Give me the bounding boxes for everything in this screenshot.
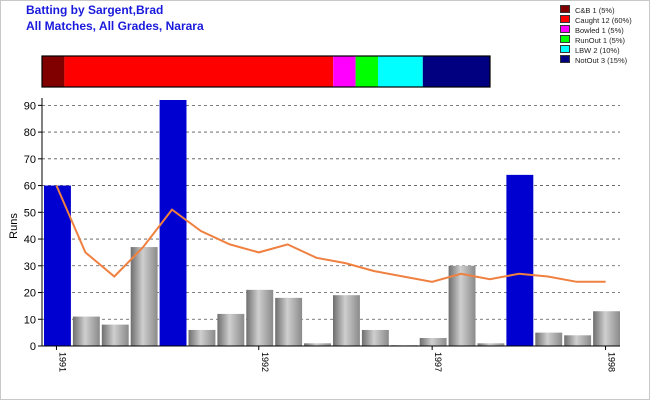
- bar-out: [217, 313, 245, 346]
- bar-out: [477, 343, 505, 346]
- y-tick-label: 70: [24, 154, 36, 166]
- legend-label: Bowled 1 (5%): [575, 26, 624, 35]
- y-tick-label: 10: [24, 314, 36, 326]
- bar-out: [188, 329, 216, 346]
- legend-item-caught: Caught 12 (60%): [560, 15, 632, 25]
- legend-item-cb: C&B 1 (5%): [560, 5, 632, 15]
- dismissal-segment-notout: [422, 56, 490, 87]
- x-axis: 1991 1992 1997 1998: [42, 345, 620, 372]
- x-tick-label: 1997: [433, 352, 443, 372]
- y-tick-label: 40: [24, 234, 36, 246]
- chart-title: Batting by Sargent,Brad: [26, 3, 164, 17]
- y-tick-label: 90: [24, 100, 36, 112]
- bar-out: [448, 265, 476, 346]
- dismissal-bar-border: [41, 55, 491, 88]
- y-tick-label: 50: [24, 207, 36, 219]
- y-axis: 0 10 20 30 40 50 60 70 80 90: [24, 98, 43, 353]
- y-tick-label: 0: [30, 341, 36, 353]
- legend-item-bowled: Bowled 1 (5%): [560, 25, 632, 35]
- legend-swatch: [560, 35, 570, 43]
- bar-out: [564, 335, 592, 346]
- legend-label: C&B 1 (5%): [575, 6, 615, 15]
- bar-not-out: [506, 174, 534, 346]
- y-tick-label: 80: [24, 127, 36, 139]
- x-tick-label: 1991: [57, 352, 67, 372]
- bar-out: [246, 289, 274, 346]
- y-tick-label: 30: [24, 261, 36, 273]
- y-axis-label: Runs: [8, 213, 20, 239]
- bar-out: [361, 329, 389, 346]
- legend-swatch: [560, 5, 570, 13]
- bar-out: [275, 297, 303, 346]
- legend-swatch: [560, 55, 570, 63]
- chart-subtitle: All Matches, All Grades, Narara: [26, 19, 204, 33]
- bar-not-out: [44, 185, 71, 346]
- legend: C&B 1 (5%) Caught 12 (60%) Bowled 1 (5%)…: [560, 5, 632, 65]
- legend-label: Caught 12 (60%): [575, 16, 632, 25]
- dismissal-segment-cb: [42, 56, 65, 87]
- dismissal-segment-runout: [355, 56, 378, 87]
- bar-out: [304, 343, 331, 346]
- legend-swatch: [560, 15, 570, 23]
- bar-out: [101, 324, 129, 346]
- legend-item-notout: NotOut 3 (15%): [560, 55, 632, 65]
- dismissal-segment-lbw: [378, 56, 423, 87]
- y-tick-label: 60: [24, 181, 36, 193]
- x-tick-label: 1998: [607, 352, 617, 372]
- average-line-group: [55, 185, 606, 283]
- legend-swatch: [560, 25, 570, 33]
- dismissal-breakdown-bar: [41, 55, 491, 88]
- bars: [44, 100, 620, 346]
- bar-out: [72, 316, 100, 346]
- legend-label: NotOut 3 (15%): [575, 56, 628, 65]
- bar-not-out: [159, 100, 187, 346]
- legend-label: LBW 2 (10%): [575, 46, 620, 55]
- x-tick-label: 1992: [260, 352, 270, 372]
- legend-item-runout: RunOut 1 (5%): [560, 35, 632, 45]
- bar-out: [535, 332, 563, 346]
- legend-label: RunOut 1 (5%): [575, 36, 626, 45]
- dismissal-segment-caught: [64, 56, 334, 87]
- legend-item-lbw: LBW 2 (10%): [560, 45, 632, 55]
- bar-out: [419, 337, 447, 346]
- bar-out: [333, 295, 360, 346]
- average-line: [55, 185, 606, 283]
- bar-out: [593, 311, 620, 346]
- dismissal-segment-bowled: [333, 56, 356, 87]
- bar-out: [130, 247, 158, 346]
- legend-swatch: [560, 45, 570, 53]
- y-tick-label: 20: [24, 288, 36, 300]
